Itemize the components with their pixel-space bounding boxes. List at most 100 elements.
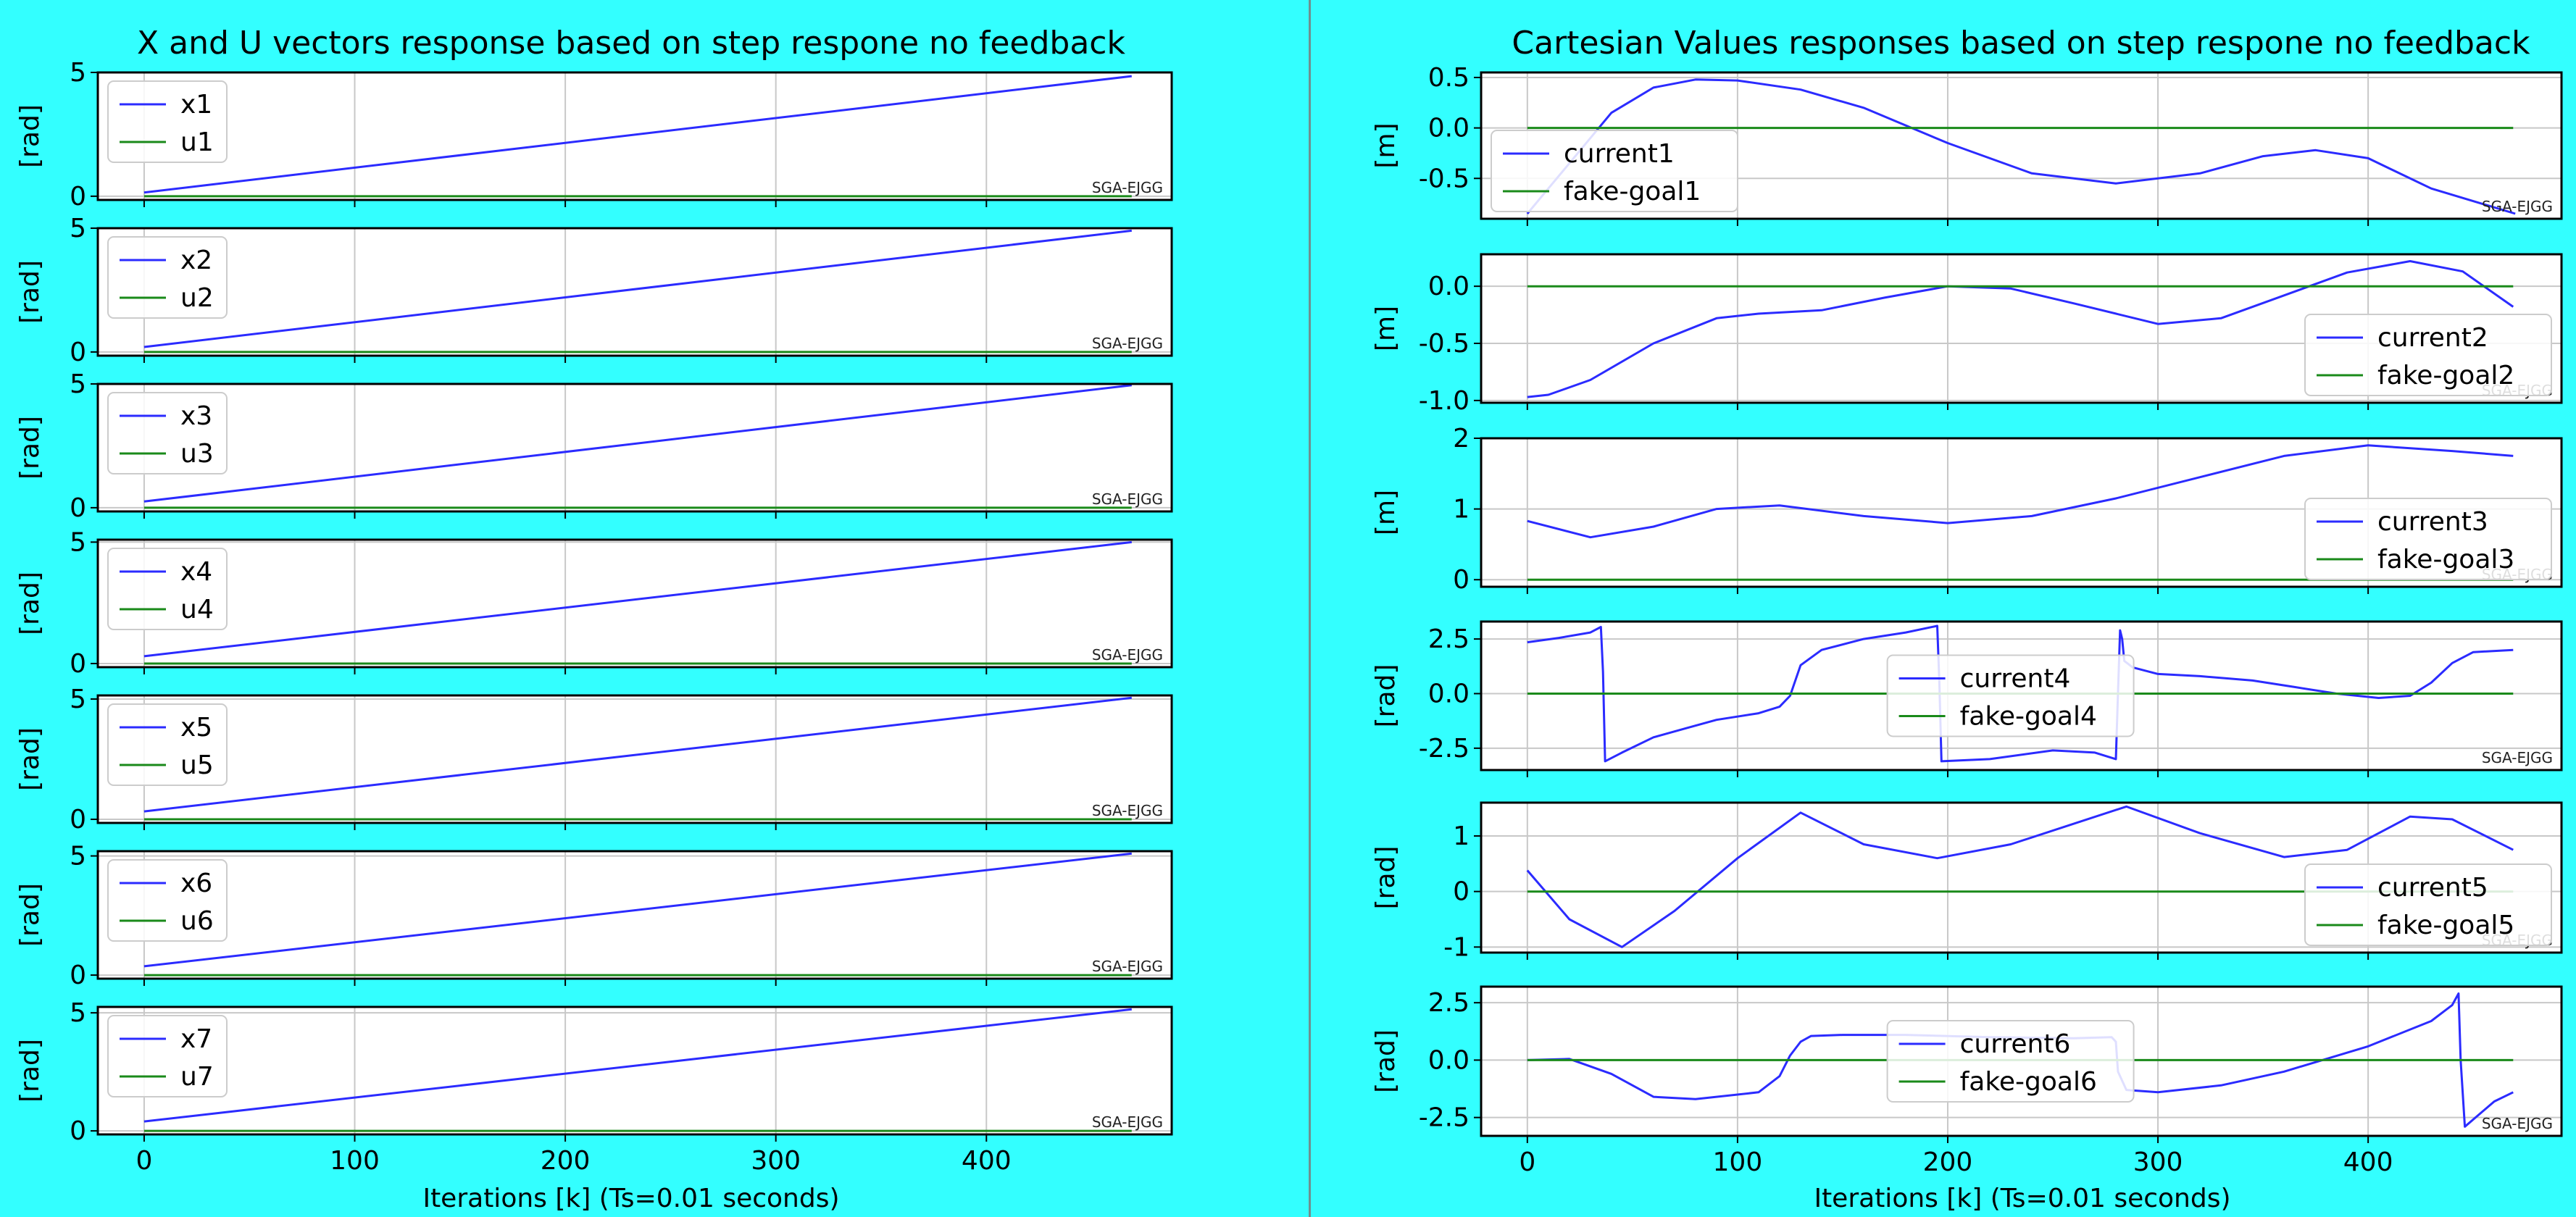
axes-frame [1480,253,2563,404]
y-axis-label: [m] [1371,306,1401,351]
legend-label-x2: x2 [180,246,212,275]
axes-frame [96,694,1173,824]
axes-frame [96,382,1173,513]
y-tick-label: -0.5 [1419,329,1470,359]
legend-label-x5: x5 [180,713,212,743]
legend-label-u5: u5 [180,750,214,780]
plot-area [98,72,1172,200]
legend-label-u7: u7 [180,1062,214,1092]
x-tick-label: 100 [330,1146,380,1176]
series-line-x6 [143,852,1132,968]
y-tick-label: 0.0 [1428,114,1470,143]
subplot-left-5: 0 5 [rad] SGA-EJGG x5 u5 [15,685,1173,835]
y-axis-label: [rad] [1371,1029,1401,1093]
y-axis-label: [m] [1371,490,1401,535]
legend-label-x1: x1 [180,90,212,120]
legend-label-x6: x6 [180,869,212,898]
watermark-label: SGA-EJGG [2482,198,2553,215]
legend-label-current6: current6 [1960,1029,2071,1059]
x-tick-label: 400 [962,1146,1012,1176]
legend-label-u1: u1 [180,127,214,157]
x-tick-label: 0 [136,1146,152,1176]
legend-label-fake-goal5: fake-goal5 [2377,911,2514,940]
series-line-current3 [1527,444,2514,539]
legend-label-current4: current4 [1960,664,2071,694]
left-xlabel: Iterations [k] (Ts=0.01 seconds) [422,1184,839,1213]
legend-label-u2: u2 [180,283,214,313]
x-tick-label: 300 [751,1146,801,1176]
x-tick-label: 100 [1713,1147,1763,1177]
watermark-label: SGA-EJGG [2482,749,2553,766]
left-title: X and U vectors response based on step r… [137,25,1125,62]
subplot-right-3: 210[m]SGA-EJGGcurrent3fake-goal3 [1371,424,2563,595]
y-tick-label: 5 [70,998,86,1028]
axes-frame [96,538,1173,669]
y-tick-label: -0.5 [1419,164,1470,193]
watermark-label: SGA-EJGG [1092,646,1163,664]
series-line-current1 [1526,78,2516,215]
y-tick-label: -1.0 [1419,386,1470,416]
legend-label-current3: current3 [2377,507,2488,537]
y-tick-label: 0 [70,649,86,679]
legend-box [2304,863,2552,946]
y-axis-label: [rad] [15,104,45,168]
plot-area [98,1007,1172,1134]
axes-frame [96,227,1173,357]
y-tick-label: 5 [70,58,86,88]
legend: current1 fake-goal1 [1491,130,1738,212]
watermark-label: SGA-EJGG [1092,1113,1163,1131]
series-line-x5 [143,696,1132,813]
plot-area [98,228,1172,356]
y-axis-label: [rad] [15,1039,45,1103]
y-axis-label: [rad] [1371,846,1401,910]
y-tick-label: 0.5 [1428,63,1470,93]
y-tick-label: 0 [70,493,86,523]
legend-label-x4: x4 [180,557,212,587]
axes-frame [1480,71,2563,220]
y-tick-label: 0 [70,1116,86,1146]
y-axis-label: [rad] [15,416,45,480]
y-tick-label: -2.5 [1419,1103,1470,1133]
y-tick-label: 5 [70,842,86,871]
panel-divider [1309,0,1311,1217]
y-tick-label: 0.0 [1428,1045,1470,1075]
y-tick-label: 0 [70,805,86,835]
legend-box [2304,498,2552,580]
y-tick-label: 5 [70,685,86,714]
legend-box [1491,130,1738,212]
axes-frame [96,71,1173,201]
legend-box [1886,1020,2135,1103]
plot-area [98,540,1172,667]
axes-frame [1480,620,2563,771]
y-tick-label: 1 [1453,821,1470,851]
y-axis-label: [rad] [15,727,45,791]
legend: current2 fake-goal2 [2304,314,2552,396]
legend-label-fake-goal4: fake-goal4 [1960,702,2097,732]
legend-label-fake-goal2: fake-goal2 [2377,361,2514,390]
series-line-x2 [143,229,1132,348]
x-tick-label: 300 [2133,1147,2183,1177]
plot-area [98,851,1172,979]
legend-label-current1: current1 [1564,139,1675,169]
series-line-x4 [143,540,1132,658]
y-tick-label: 5 [70,369,86,399]
legend: current5 fake-goal5 [2304,863,2552,946]
plot-area [98,384,1172,511]
subplot-right-2: 0.0-0.5-1.0[m]SGA-EJGGcurrent2fake-goal2 [1371,253,2563,416]
legend-box [2304,314,2552,396]
legend: current4 fake-goal4 [1886,654,2135,737]
axes-frame [1480,437,2563,588]
y-tick-label: 0.0 [1428,272,1470,301]
watermark-label: SGA-EJGG [1092,802,1163,819]
y-tick-label: 0 [70,961,86,990]
legend-label-u4: u4 [180,595,214,624]
plot-area [98,695,1172,823]
legend: current3 fake-goal3 [2304,498,2552,580]
